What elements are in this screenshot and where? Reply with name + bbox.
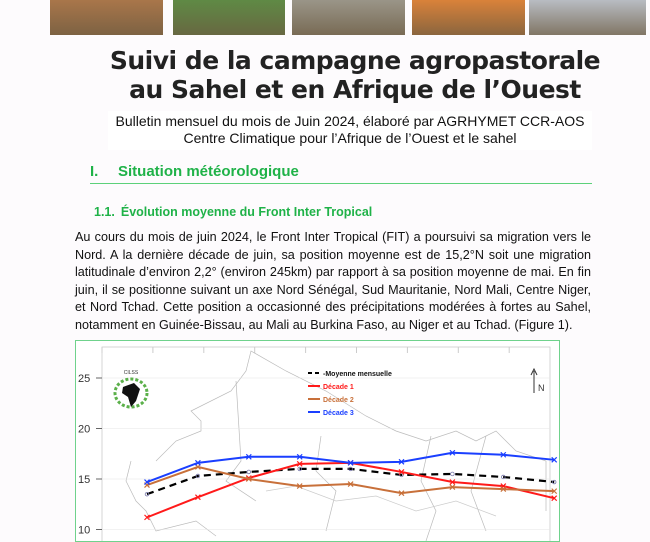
bulletin-subtitle: Bulletin mensuel du mois de Juin 2024, é… [108,111,592,150]
data-point [399,472,404,478]
data-point [551,488,558,495]
legend-label: -Moyenne mensuelle [323,371,392,378]
data-point [348,466,353,472]
data-point [551,495,558,502]
y-tick-label: 10 [78,525,90,537]
logo-text: CILSS [124,370,139,376]
subsection-number: 1.1. [94,205,115,219]
map-outline [125,350,547,541]
data-point [449,484,456,491]
data-point [296,460,303,467]
data-point [450,471,455,477]
legend: -Moyenne mensuelle Décade 1 Décade 2 Décade… [308,371,392,417]
data-point [144,479,150,485]
cilss-logo: CILSS [113,370,149,409]
north-label: N [538,383,545,393]
data-point [347,481,354,487]
data-point [551,456,558,463]
data-point [449,449,456,456]
subsection-heading: 1.1. Évolution moyenne du Front Inter Tro… [94,205,372,219]
grass-water-photo [173,0,285,35]
soil-photo [50,0,163,35]
data-point [552,479,557,485]
data-point [245,476,252,482]
figure-itcz-map: 25 20 15 10 CILSS N -Moyenne mensuelle Décad… [75,340,560,542]
data-point [297,466,302,472]
y-tick-label: 20 [78,424,90,436]
legend-label: Décade 3 [323,410,354,417]
title-line-2: au Sahel et en Afrique de l’Ouest [129,75,581,104]
series-line-0 [146,467,555,496]
bushfire-photo [412,0,525,35]
data-point [500,451,507,458]
data-point [500,486,507,493]
data-point [296,453,303,460]
section-number: I. [90,163,99,180]
data-point [398,490,405,497]
data-point [398,458,405,465]
body-paragraph: Au cours du mois de juin 2024, le Front … [75,230,591,332]
data-point [347,459,354,466]
data-point [246,469,251,475]
series-lines [144,449,558,521]
title-line-1: Suivi de la campagne agropastorale [109,46,601,75]
y-tick-label: 15 [78,474,90,486]
legend-label: Décade 2 [323,397,354,404]
data-point [144,491,150,497]
data-point [195,473,201,479]
data-point [296,483,303,489]
north-arrow-icon: N [530,367,545,393]
data-point [194,459,201,466]
data-point [194,494,201,501]
cattle-photo [292,0,405,35]
subtitle-line-1: Bulletin mensuel du mois de Juin 2024, é… [115,113,585,129]
data-point [501,474,506,480]
plot-frame [101,346,551,541]
itcz-chart: 25 20 15 10 CILSS N -Moyenne mensuelle Décad… [78,346,558,541]
page-title: Suivi de la campagne agropastorale au Sa… [60,46,650,104]
section-title: Situation météorologique [118,163,299,180]
data-point [245,453,252,460]
data-point [449,479,456,485]
legend-label: Décade 1 [323,384,354,391]
grain-sacks-photo [529,0,646,35]
map-grid [101,346,551,541]
subsection-title: Évolution moyenne du Front Inter Tropica… [120,205,373,219]
section-heading: I. Situation météorologique [90,163,592,184]
data-point [398,469,405,475]
data-point [144,514,150,521]
y-tick-label: 25 [78,373,90,385]
subtitle-line-2: Centre Climatique pour l’Afrique de l’Ou… [183,130,517,146]
